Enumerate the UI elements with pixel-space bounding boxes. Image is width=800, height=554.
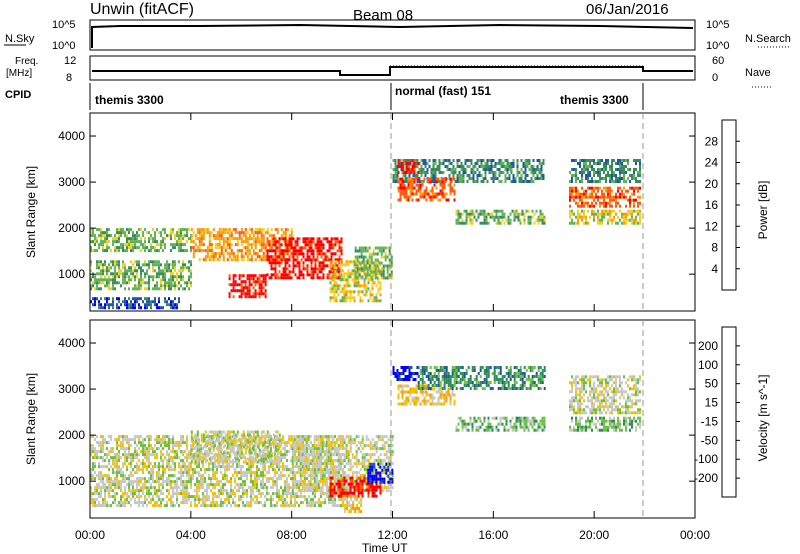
power-colorbar-tick: 4 — [711, 262, 718, 276]
velocity-colorbar-tick: -100 — [694, 452, 718, 466]
freq-top-tick: 12 — [64, 55, 76, 67]
power-ytick-label: 4000 — [58, 129, 85, 143]
x-tick-label: 04:00 — [176, 528, 206, 542]
nsky-strip — [89, 19, 696, 51]
date-title: 06/Jan/2016 — [586, 1, 669, 18]
velocity-region-6 — [392, 366, 419, 381]
power-ytick-label: 2000 — [58, 221, 85, 235]
power-region-6 — [329, 260, 382, 303]
power-region-7 — [354, 246, 393, 280]
freq-bottom-tick: 8 — [66, 72, 72, 84]
velocity-ytick-label: 1000 — [58, 474, 85, 488]
velocity-colorbar-label: Velocity [m s^-1] — [756, 375, 770, 462]
nsearch-bottom-tick: 10^0 — [706, 40, 730, 52]
power-region-4 — [228, 274, 267, 299]
power-panel: 1000 2000 3000 4000 Slant Range [km] — [24, 112, 696, 312]
freq-unit: [MHz] — [6, 68, 32, 79]
nsky-trace — [91, 23, 694, 48]
freq-label: Freq. — [15, 56, 38, 67]
cpid-segment-1: themis 3300 — [95, 93, 164, 107]
x-axis-label: Time UT — [362, 541, 408, 554]
x-tick-label: 12:00 — [377, 528, 407, 542]
x-tick-label: 16:00 — [478, 528, 508, 542]
nsky-top-tick: 10^5 — [52, 19, 76, 31]
nave-label: Nave — [745, 67, 771, 79]
power-region-11 — [455, 209, 546, 225]
power-region-1 — [90, 228, 192, 253]
x-tick-label: 08:00 — [277, 528, 307, 542]
nave-trace — [340, 65, 643, 76]
power-region-0 — [90, 260, 192, 291]
x-tick-label: 00:00 — [75, 528, 105, 542]
velocity-colorbar-tick: -50 — [701, 433, 719, 447]
power-colorbar-label: Power [dB] — [756, 181, 770, 240]
velocity-colorbar-tick: -200 — [694, 471, 718, 485]
power-region-13 — [569, 186, 641, 208]
x-tick-label: 20:00 — [579, 528, 609, 542]
power-colorbar: 4 8 12 16 20 24 28 — [705, 119, 740, 291]
velocity-colorbar: -200 -100 -50 -15 15 50 100 200 — [694, 326, 740, 498]
freq-strip — [89, 55, 696, 81]
beam-title: Beam 08 — [353, 7, 413, 24]
nsearch-label: N.Search — [745, 33, 791, 45]
nsky-bottom-tick: 10^0 — [52, 40, 76, 52]
cpid-segment-3: themis 3300 — [560, 93, 629, 107]
velocity-region-7 — [397, 384, 456, 406]
power-ytick-label: 1000 — [58, 267, 85, 281]
velocity-region-5 — [367, 462, 394, 484]
velocity-region-8 — [417, 366, 546, 390]
station-title: Unwin (fitACF) — [90, 1, 194, 18]
cpid-label: CPID — [5, 89, 31, 101]
power-ytick-label: 3000 — [58, 175, 85, 189]
velocity-colorbar-tick: 50 — [705, 377, 719, 391]
velocity-colorbar-tick: 200 — [698, 339, 718, 353]
nsearch-top-tick: 10^5 — [706, 19, 730, 31]
velocity-ytick-label: 2000 — [58, 428, 85, 442]
velocity-colorbar-tick: 100 — [698, 358, 718, 372]
power-region-5 — [266, 237, 343, 280]
power-region-2 — [90, 297, 180, 310]
velocity-colorbar-tick: -15 — [701, 414, 719, 428]
velocity-region-4 — [342, 495, 363, 513]
power-region-9 — [397, 177, 456, 202]
velocity-region-11 — [569, 416, 641, 432]
power-colorbar-tick: 12 — [705, 219, 719, 233]
velocity-colorbar-tick: 15 — [705, 396, 719, 410]
cpid-segment-2: normal (fast) 151 — [395, 84, 491, 98]
power-colorbar-tick: 8 — [711, 241, 718, 255]
power-region-12 — [569, 159, 641, 183]
velocity-region-10 — [569, 375, 641, 415]
nave-bottom-tick: 0 — [712, 72, 718, 84]
power-colorbar-tick: 20 — [705, 177, 719, 191]
velocity-ytick-label: 3000 — [58, 382, 85, 396]
power-colorbar-tick: 28 — [705, 134, 719, 148]
power-colorbar-tick: 24 — [705, 156, 719, 170]
velocity-region-1 — [190, 430, 281, 464]
velocity-panel: 1000 2000 3000 4000 Slant Range [km] — [24, 319, 696, 519]
nsky-label: N.Sky — [5, 33, 35, 45]
power-region-10 — [397, 159, 420, 174]
x-tick-label: 00:00 — [680, 528, 710, 542]
nave-top-tick: 60 — [712, 55, 724, 67]
power-ylabel: Slant Range [km] — [24, 166, 38, 258]
velocity-ylabel: Slant Range [km] — [24, 373, 38, 465]
velocity-region-9 — [455, 416, 546, 432]
velocity-ytick-label: 4000 — [58, 336, 85, 350]
freq-trace — [92, 66, 693, 76]
power-region-14 — [569, 209, 641, 225]
x-axis-ticks: 00:00 04:00 08:00 12:00 16:00 20:00 00:00 — [75, 113, 710, 542]
power-colorbar-tick: 16 — [705, 198, 719, 212]
